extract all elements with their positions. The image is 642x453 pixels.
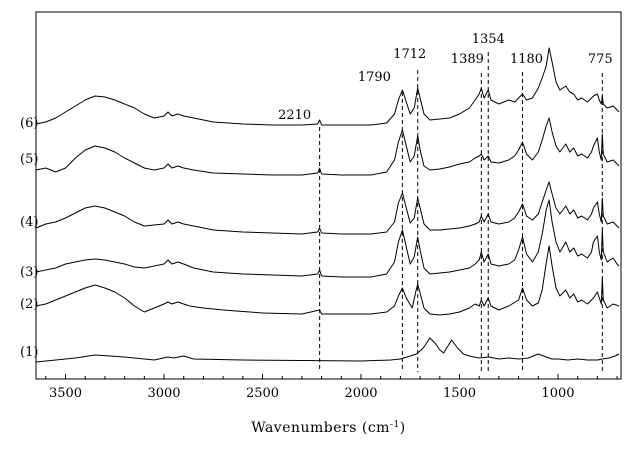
plot-frame	[35, 11, 622, 380]
marker-label-1389: 1389	[451, 52, 484, 67]
series-label: (1)	[20, 345, 38, 360]
spectrum-line-6	[35, 47, 620, 126]
marker-label-1180: 1180	[510, 52, 543, 67]
x-tick-label: 2000	[344, 386, 377, 401]
marker-lines	[319, 52, 603, 372]
marker-label-1354: 1354	[472, 32, 505, 47]
x-axis-title: Wavenumbers (cm-1)	[251, 420, 405, 436]
x-tick-label: 3500	[49, 386, 82, 401]
spectrum-line-2	[35, 245, 620, 316]
marker-label-1790: 1790	[358, 70, 391, 85]
marker-label-1712: 1712	[393, 47, 426, 62]
series-label: (5)	[20, 152, 38, 167]
x-axis-ticks: 3500 3000 2500 2000 1500 1000	[45, 374, 618, 401]
spectrum-line-3	[35, 199, 620, 278]
series-label: (6)	[20, 116, 38, 131]
spectrum-line-5	[35, 117, 620, 176]
marker-label-775: 775	[588, 52, 613, 67]
x-tick-label: 1500	[443, 386, 476, 401]
spectrum-line-4	[35, 181, 620, 235]
series-label: (2)	[20, 297, 38, 312]
spectra-series	[35, 47, 620, 363]
x-tick-label: 1000	[541, 386, 574, 401]
marker-label-2210: 2210	[278, 108, 311, 123]
spectrum-line-1	[35, 337, 620, 363]
series-label: (4)	[20, 215, 38, 230]
series-label: (3)	[20, 265, 38, 280]
x-tick-label: 2500	[246, 386, 279, 401]
x-tick-label: 3000	[147, 386, 180, 401]
series-labels: (1) (2) (3) (4) (5) (6)	[20, 116, 38, 360]
